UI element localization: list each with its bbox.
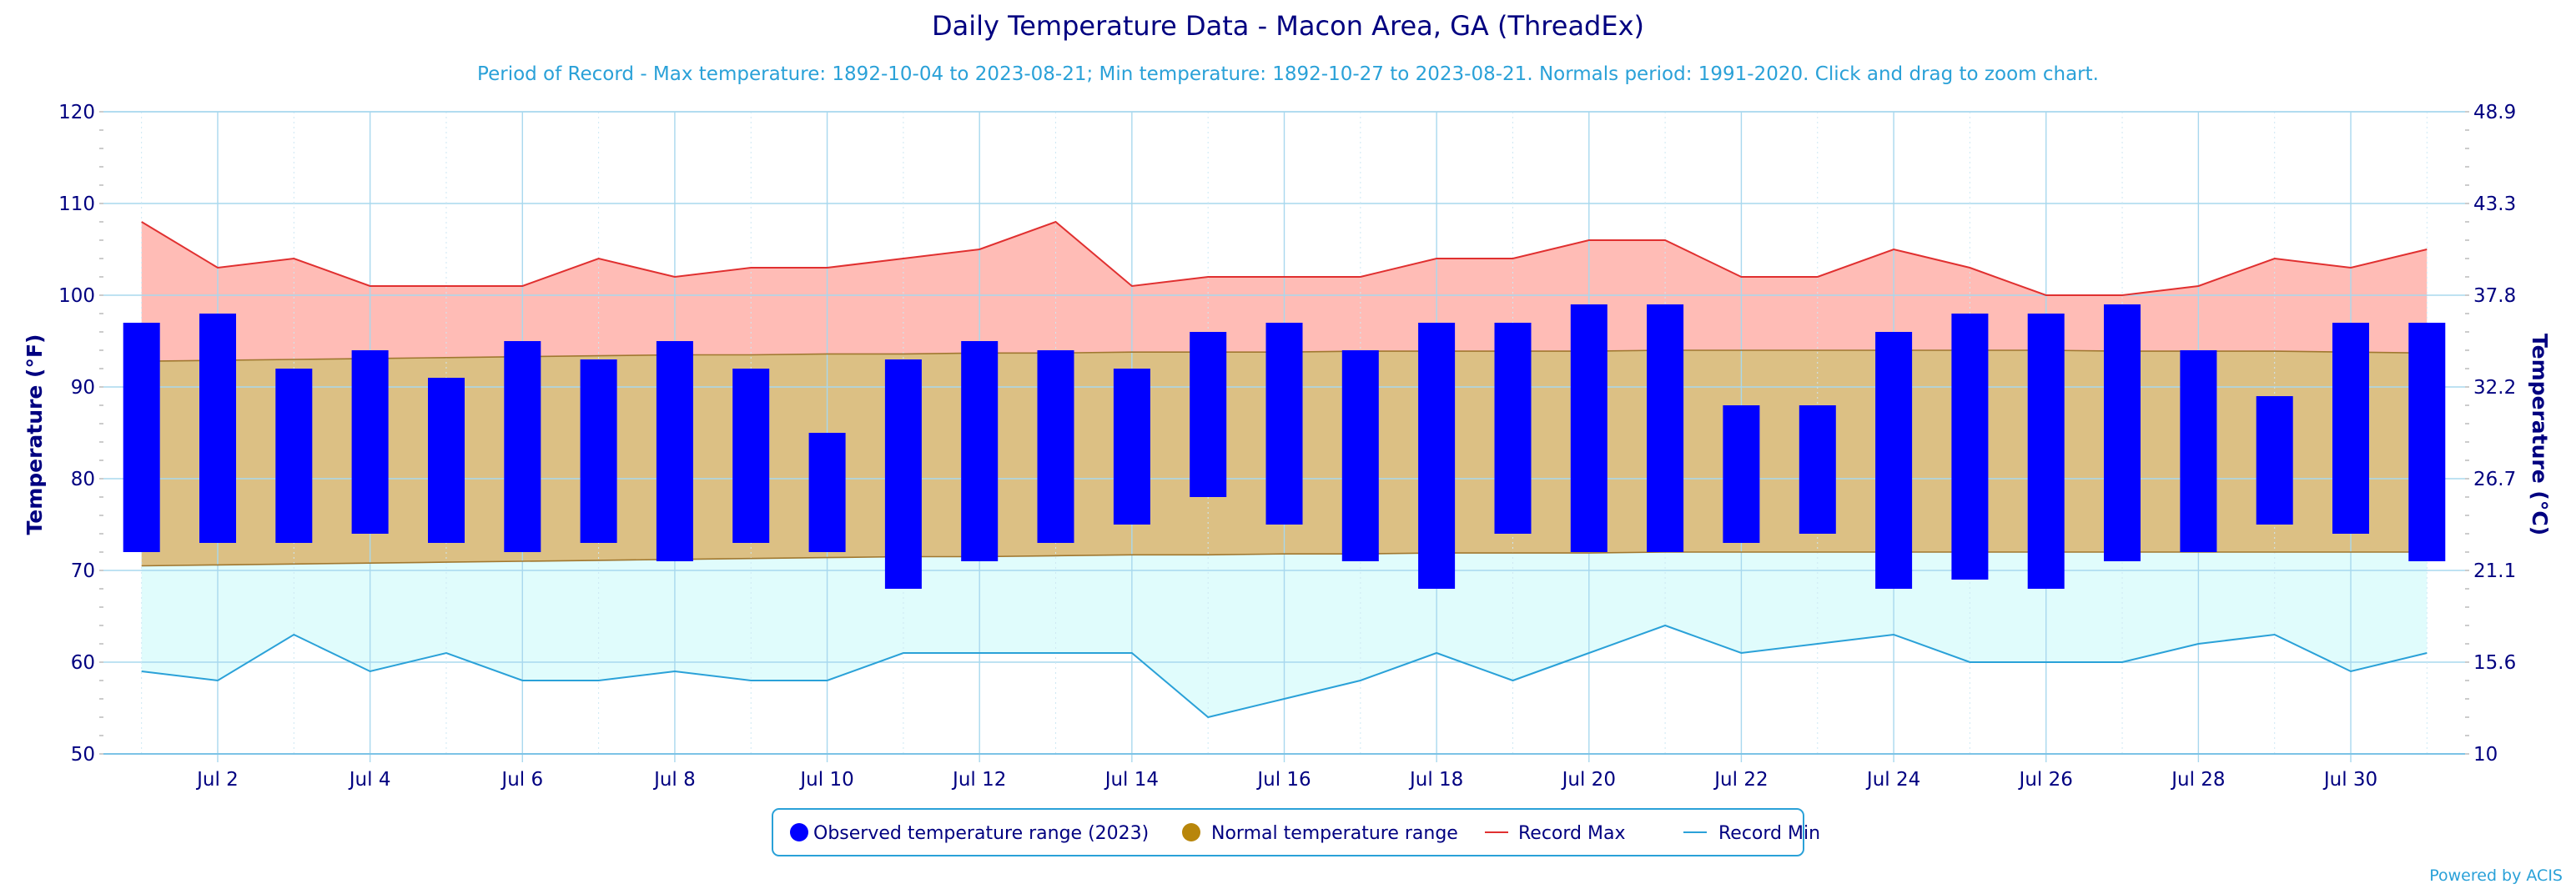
observed-range-bar[interactable] xyxy=(123,323,160,552)
x-tick-label: Jul 22 xyxy=(1713,769,1768,791)
x-tick-label: Jul 18 xyxy=(1408,769,1463,791)
y-tick-label-right: 26.7 xyxy=(2473,469,2516,490)
legend-label: Record Min xyxy=(1718,823,1820,844)
observed-range-bar[interactable] xyxy=(2408,323,2446,561)
legend-item[interactable]: Record Min xyxy=(1683,823,1820,844)
observed-range-bar[interactable] xyxy=(428,378,465,543)
observed-range-bar[interactable] xyxy=(1875,332,1913,589)
legend-label: Observed temperature range (2023) xyxy=(813,823,1149,844)
legend-label: Normal temperature range xyxy=(1211,823,1458,844)
x-tick-label: Jul 20 xyxy=(1561,769,1616,791)
powered-by-link[interactable]: Powered by ACIS xyxy=(2429,866,2563,885)
record-max-line[interactable] xyxy=(141,220,2428,296)
y-tick-label-left: 90 xyxy=(71,377,95,399)
y-axis-title-right: Temperature (°C) xyxy=(2528,334,2552,535)
x-tick-label: Jul 28 xyxy=(2170,769,2225,791)
observed-range-bar[interactable] xyxy=(2104,304,2141,561)
y-tick-label-right: 37.8 xyxy=(2473,285,2516,307)
y-tick-label-left: 120 xyxy=(58,102,95,123)
y-tick-label-right: 21.1 xyxy=(2473,560,2516,582)
observed-range-bar[interactable] xyxy=(1265,323,1303,525)
observed-range-bar[interactable] xyxy=(2027,314,2065,589)
observed-range-bar[interactable] xyxy=(1951,314,1989,580)
y-tick-label-left: 80 xyxy=(71,469,95,490)
observed-range-bar[interactable] xyxy=(1494,323,1532,534)
legend-item[interactable]: Observed temperature range (2023) xyxy=(790,823,1149,844)
x-tick-label: Jul 26 xyxy=(2018,769,2073,791)
observed-range-bar[interactable] xyxy=(1037,350,1074,543)
observed-range-bar[interactable] xyxy=(2256,396,2293,525)
observed-range-bar[interactable] xyxy=(1113,369,1150,525)
x-tick-label: Jul 12 xyxy=(951,769,1006,791)
observed-range-bar[interactable] xyxy=(1190,332,1227,497)
x-tick-label: Jul 8 xyxy=(652,769,696,791)
observed-range-bar[interactable] xyxy=(1341,350,1379,561)
observed-range-bar[interactable] xyxy=(275,369,313,543)
observed-range-bar[interactable] xyxy=(1723,405,1760,543)
x-tick-label: Jul 10 xyxy=(798,769,853,791)
record-min-line[interactable] xyxy=(141,624,2428,719)
y-tick-label-left: 110 xyxy=(58,193,95,215)
x-tick-label: Jul 24 xyxy=(1865,769,1920,791)
observed-range-bar[interactable] xyxy=(1418,323,1456,589)
observed-range-bar[interactable] xyxy=(1647,304,1684,552)
y-tick-label-right: 32.2 xyxy=(2473,377,2516,399)
observed-range-bar[interactable] xyxy=(199,314,236,543)
legend-item[interactable]: Record Max xyxy=(1485,823,1626,844)
x-tick-label: Jul 6 xyxy=(500,769,543,791)
y-tick-label-right: 10 xyxy=(2473,744,2498,766)
observed-range-bar[interactable] xyxy=(1570,304,1607,552)
observed-range-bar[interactable] xyxy=(961,341,999,561)
observed-range-bar[interactable] xyxy=(808,433,846,552)
observed-range-bar[interactable] xyxy=(884,359,922,589)
y-tick-label-right: 15.6 xyxy=(2473,652,2516,674)
x-tick-label: Jul 2 xyxy=(195,769,239,791)
y-tick-label-left: 100 xyxy=(58,285,95,307)
y-tick-label-left: 50 xyxy=(71,744,95,766)
legend[interactable]: Observed temperature range (2023) Normal … xyxy=(772,808,1820,856)
y-axis-title-left: Temperature (°F) xyxy=(23,334,47,535)
plot-area[interactable]: 50 10 60 15.6 70 21.1 80 26.7 90 32.2 100 37.8 110 43… xyxy=(58,102,2516,791)
observed-range-bar[interactable] xyxy=(351,350,389,534)
legend-label: Record Max xyxy=(1518,823,1626,844)
legend-marker-circle xyxy=(790,823,808,841)
observed-range-bar[interactable] xyxy=(2332,323,2369,534)
observed-range-bar[interactable] xyxy=(732,369,770,543)
y-tick-label-right: 43.3 xyxy=(2473,193,2516,215)
observed-range-bar[interactable] xyxy=(2180,350,2217,552)
legend-item[interactable]: Normal temperature range xyxy=(1182,823,1458,844)
x-tick-label: Jul 14 xyxy=(1104,769,1159,791)
y-tick-label-left: 70 xyxy=(71,560,95,582)
y-tick-label-left: 60 xyxy=(71,652,95,674)
x-tick-label: Jul 4 xyxy=(348,769,391,791)
x-tick-label: Jul 16 xyxy=(1255,769,1311,791)
observed-range-bar[interactable] xyxy=(580,359,617,543)
observed-range-bar[interactable] xyxy=(504,341,541,552)
chart-title: Daily Temperature Data - Macon Area, GA … xyxy=(932,10,1644,42)
legend-marker-circle xyxy=(1182,823,1200,841)
y-tick-label-right: 48.9 xyxy=(2473,102,2516,123)
observed-range-bar[interactable] xyxy=(1799,405,1836,534)
chart-subtitle: Period of Record - Max temperature: 1892… xyxy=(477,63,2099,85)
legend-box xyxy=(772,808,1804,856)
observed-range-bar[interactable] xyxy=(656,341,693,561)
x-tick-label: Jul 30 xyxy=(2322,769,2377,791)
